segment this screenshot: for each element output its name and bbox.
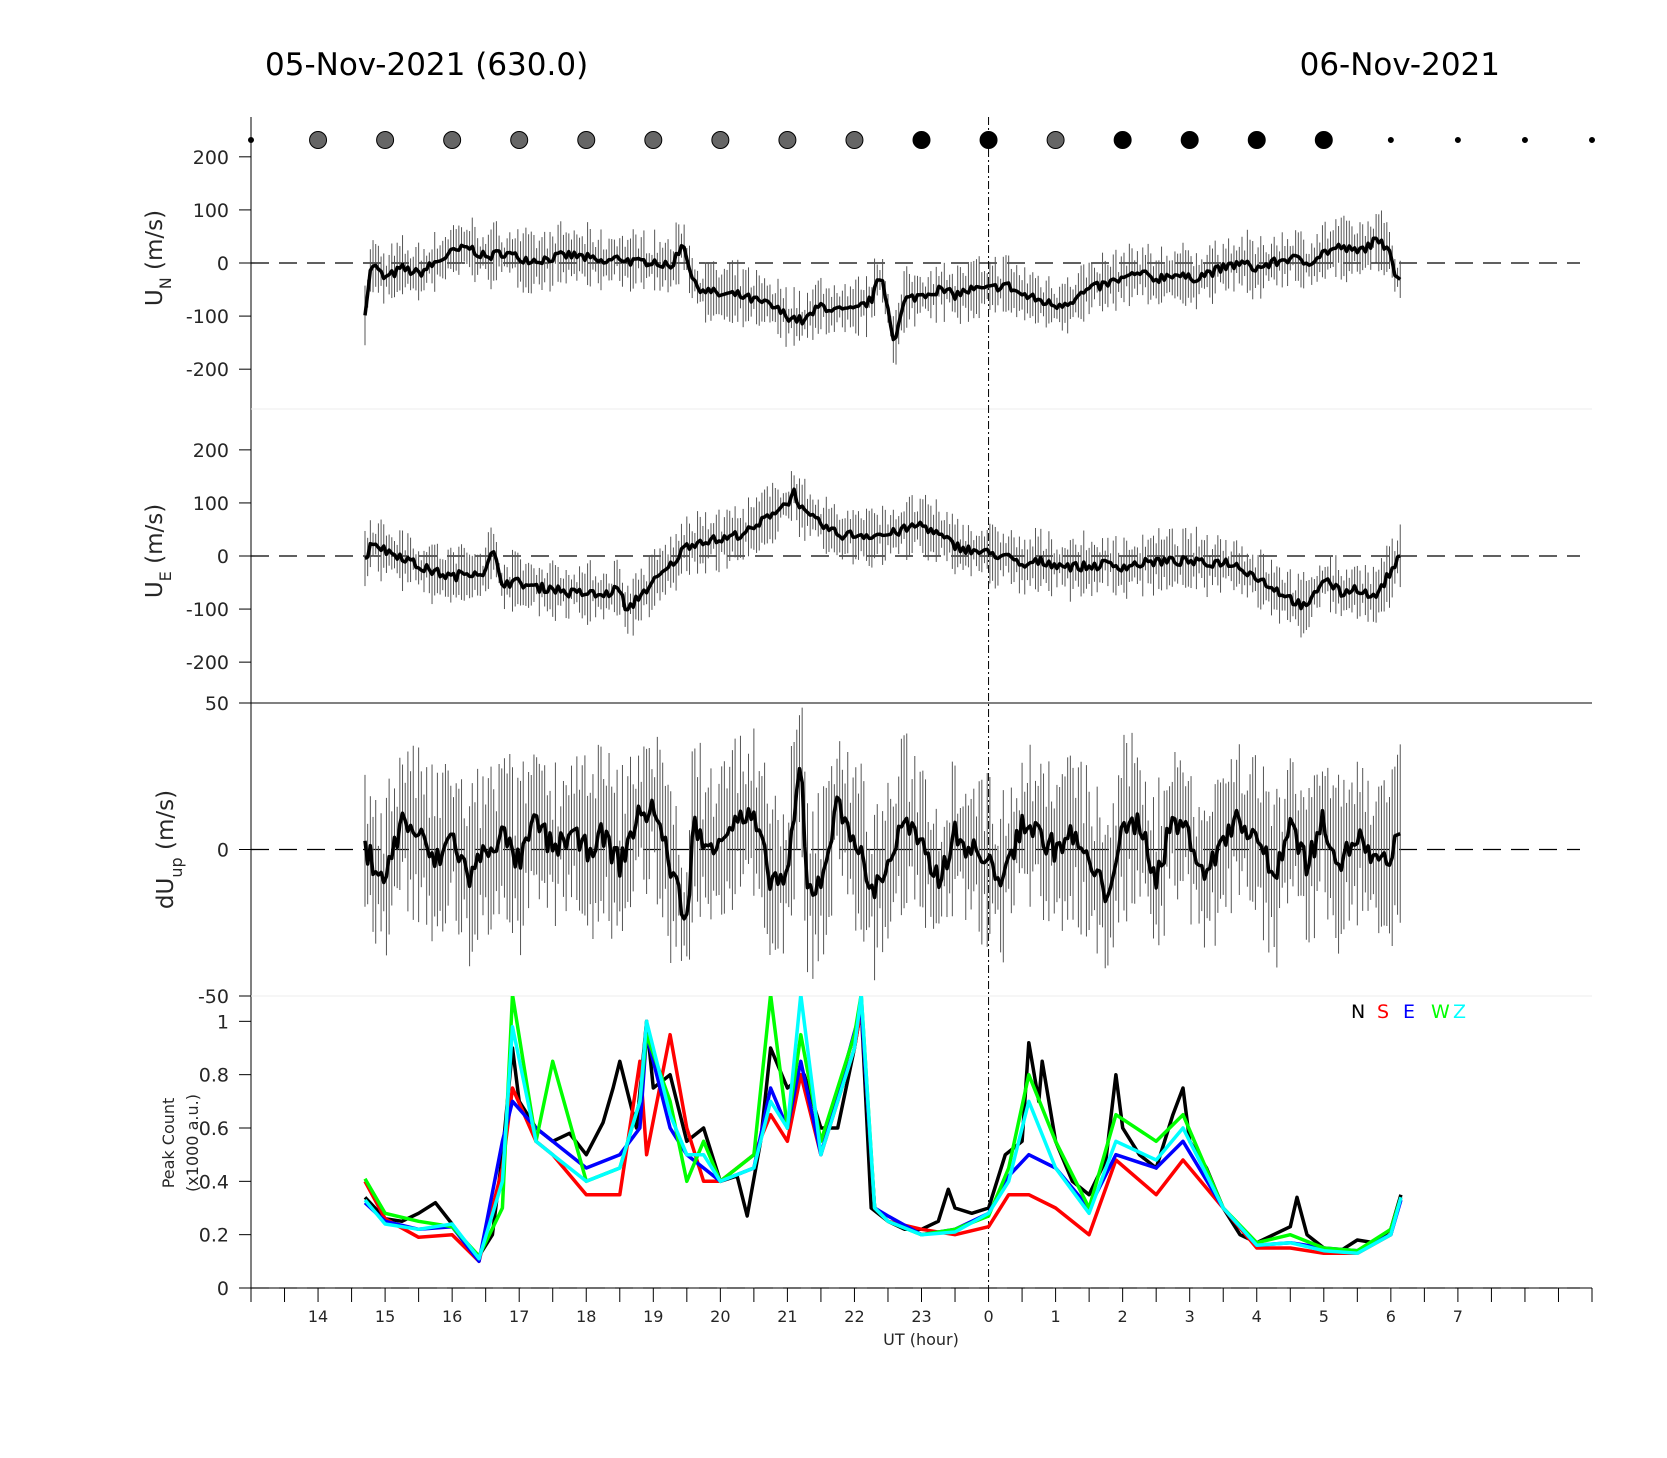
x-tick-label: 4 <box>1252 1307 1262 1326</box>
legend-entry-Z: Z <box>1453 1001 1466 1023</box>
y-tick-label: 0.4 <box>199 1171 229 1193</box>
sky-condition-dot <box>1521 137 1528 143</box>
x-tick-label: 1 <box>1051 1307 1061 1326</box>
x-tick-label: 17 <box>509 1307 529 1326</box>
y-label-subscript: E <box>156 571 175 581</box>
x-tick-label: 0 <box>983 1307 993 1326</box>
y-tick-label: 0.8 <box>199 1065 229 1087</box>
y-tick-label: 0.2 <box>199 1225 229 1247</box>
sky-condition-dot <box>1387 137 1394 143</box>
y-tick-label: 100 <box>193 493 229 515</box>
y-axis-label: dUup (m/s) <box>153 790 186 909</box>
x-tick-label: 16 <box>442 1307 462 1326</box>
sky-condition-dot <box>778 131 797 149</box>
x-tick-label: 15 <box>375 1307 395 1326</box>
y-tick-label: -200 <box>186 652 229 674</box>
y-tick-label: 0 <box>217 1278 229 1300</box>
y-tick-label: 200 <box>193 440 229 462</box>
y-tick-label: -50 <box>198 986 229 1008</box>
series-line-ue <box>364 487 1401 612</box>
sky-condition-dot <box>711 131 730 149</box>
y-axis-label: UE (m/s) <box>142 504 175 598</box>
y-tick-label: 0.6 <box>199 1118 229 1140</box>
sky-condition-dot <box>1046 131 1065 149</box>
y-label-subscript: up <box>167 857 186 877</box>
sky-condition-dot <box>577 131 596 149</box>
sky-condition-dot <box>912 131 931 149</box>
x-tick-label: 22 <box>844 1307 864 1326</box>
series-group-dup <box>363 707 1401 981</box>
x-tick-label: 20 <box>710 1307 730 1326</box>
series-line-un <box>363 236 1402 342</box>
y-label-main: U <box>142 581 168 598</box>
sky-condition-dot <box>1247 131 1266 149</box>
x-tick-label: 7 <box>1453 1307 1463 1326</box>
left-date-title: 05-Nov-2021 (630.0) <box>265 47 588 83</box>
y-tick-label: -100 <box>186 599 229 621</box>
sky-condition-dot <box>845 131 864 149</box>
y-tick-label: -200 <box>186 359 229 381</box>
y-tick-label: 200 <box>193 147 229 169</box>
y-tick-label: 1 <box>217 1011 229 1033</box>
y-label-main: dU <box>153 878 179 909</box>
right-date-title: 06-Nov-2021 <box>1300 47 1500 83</box>
x-tick-label: 14 <box>308 1307 328 1326</box>
sky-condition-dot <box>1113 131 1132 149</box>
y-tick-label: 50 <box>205 693 229 715</box>
x-tick-label: 5 <box>1319 1307 1329 1326</box>
y-label-main: U <box>142 289 168 306</box>
y-axis-label: Peak Count <box>159 1098 178 1189</box>
legend-entry-N: N <box>1351 1001 1365 1023</box>
sky-condition-dot <box>443 131 462 149</box>
sky-condition-dot <box>979 131 998 149</box>
sky-condition-dot <box>1589 137 1595 143</box>
y-label-unit: (m/s) <box>142 504 168 571</box>
sky-condition-dot <box>248 137 254 143</box>
x-tick-label: 19 <box>643 1307 663 1326</box>
sky-condition-dot <box>1314 131 1333 149</box>
series-group-un <box>363 210 1402 365</box>
x-tick-label: 2 <box>1118 1307 1128 1326</box>
x-tick-label: 6 <box>1386 1307 1396 1326</box>
y-tick-label: 100 <box>193 200 229 222</box>
y-axis-label-line2: (x1000 a.u.) <box>183 1094 202 1192</box>
x-tick-label: 18 <box>576 1307 596 1326</box>
sky-condition-dot <box>309 131 328 149</box>
y-label-subscript: N <box>156 277 175 289</box>
sky-condition-dot <box>1454 137 1461 143</box>
legend-entry-W: W <box>1431 1001 1450 1023</box>
y-axis-label: UN (m/s) <box>142 210 175 306</box>
x-tick-label: 3 <box>1185 1307 1195 1326</box>
sky-condition-dot <box>1180 131 1199 149</box>
y-tick-label: -100 <box>186 306 229 328</box>
x-axis-label: UT (hour) <box>883 1330 959 1349</box>
series-group-ue <box>364 471 1401 638</box>
legend-entry-E: E <box>1403 1001 1415 1023</box>
sky-condition-dot <box>644 131 663 149</box>
sky-condition-dot <box>376 131 395 149</box>
legend-entry-S: S <box>1377 1001 1389 1023</box>
sky-condition-dot <box>510 131 529 149</box>
y-tick-label: 0 <box>217 840 229 862</box>
series-group-peak <box>363 996 1403 1264</box>
series-line-dup <box>363 766 1401 921</box>
series-line-Z <box>363 996 1403 1261</box>
x-tick-label: 23 <box>911 1307 931 1326</box>
y-tick-label: 0 <box>217 253 229 275</box>
x-tick-label: 21 <box>777 1307 797 1326</box>
y-tick-label: 0 <box>217 546 229 568</box>
y-label-unit: (m/s) <box>153 790 179 857</box>
y-label-unit: (m/s) <box>142 210 168 277</box>
